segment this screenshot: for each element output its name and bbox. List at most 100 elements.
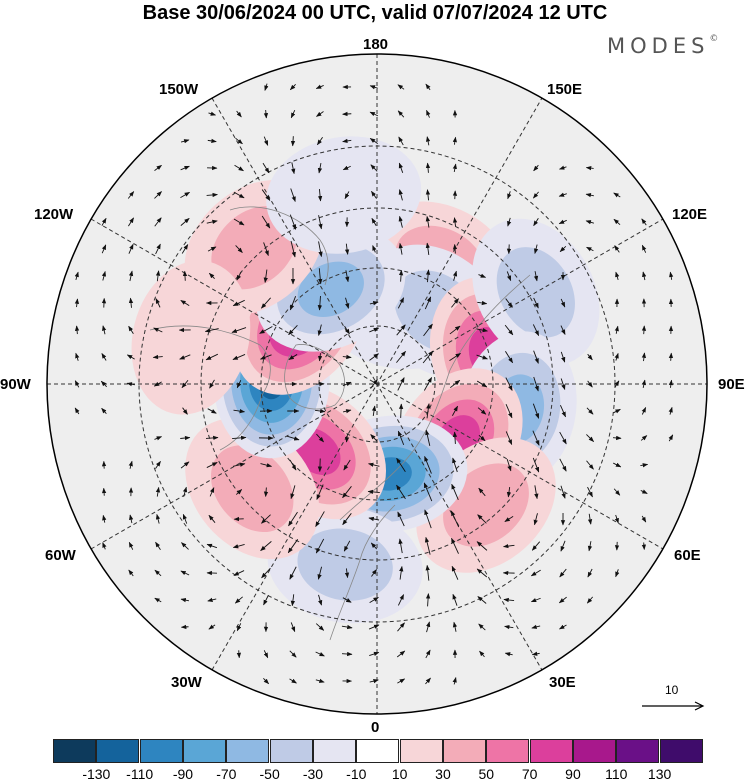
wind-vector xyxy=(425,242,430,255)
wind-vector xyxy=(533,297,539,309)
wind-vector xyxy=(235,489,243,495)
wind-vector xyxy=(641,379,646,388)
wind-vector xyxy=(613,488,621,496)
canada-coast xyxy=(149,325,271,451)
wind-vector xyxy=(342,409,352,414)
colorbar-tick-label: 130 xyxy=(647,766,672,782)
wind-vector xyxy=(344,191,350,200)
wind-vector xyxy=(369,85,378,90)
wind-vector xyxy=(425,83,431,91)
wind-vector xyxy=(478,273,487,278)
wind-vector xyxy=(452,621,458,632)
wind-vector xyxy=(233,570,245,576)
wind-vector xyxy=(286,435,300,441)
wind-vector xyxy=(559,624,567,630)
wind-vector xyxy=(128,325,134,335)
wind-vector xyxy=(452,270,458,281)
wind-vector xyxy=(477,596,487,604)
wind-vector xyxy=(369,301,379,306)
wind-vector xyxy=(668,434,674,442)
wind-vector xyxy=(315,84,324,89)
colorbar-swatch xyxy=(182,739,226,763)
lon-label-30e: 30E xyxy=(549,674,576,691)
wind-vector xyxy=(235,245,243,254)
wind-vector xyxy=(102,514,107,523)
wind-vector xyxy=(290,188,296,203)
wind-vector xyxy=(426,109,431,118)
colorbar-tick-label: -90 xyxy=(172,766,194,782)
wind-vector xyxy=(153,327,163,333)
wind-vector xyxy=(181,379,189,389)
wind-vector xyxy=(180,191,191,199)
wind-vector xyxy=(369,651,380,657)
wind-vector xyxy=(232,299,245,307)
wind-vector xyxy=(397,430,405,446)
wind-vector xyxy=(397,678,406,684)
wind-vector xyxy=(641,407,647,415)
wind-vector xyxy=(342,486,352,499)
wind-vector xyxy=(371,217,377,226)
wind-vector xyxy=(668,352,674,361)
wind-vector xyxy=(233,408,246,414)
wind-vector xyxy=(423,323,433,337)
map-title: Base 30/06/2024 00 UTC, valid 07/07/2024… xyxy=(142,2,608,24)
wind-vector xyxy=(263,109,269,119)
wind-vector xyxy=(504,652,513,657)
colorbar-swatch xyxy=(96,739,140,763)
wind-vector xyxy=(613,218,621,226)
wind-vector xyxy=(560,378,566,391)
wind-vector xyxy=(424,296,432,310)
lon-label-150w: 150W xyxy=(159,81,199,98)
wind-vector xyxy=(318,268,323,285)
wind-vector xyxy=(532,324,540,337)
wind-vector xyxy=(641,542,647,551)
wind-vector xyxy=(478,434,486,442)
wind-vector xyxy=(206,219,218,225)
wind-vector xyxy=(614,352,619,361)
wind-vector xyxy=(126,354,135,360)
europe-coast xyxy=(329,504,396,641)
colorbar-tick-label: 110 xyxy=(605,766,628,782)
lon-label-30w: 30W xyxy=(171,674,202,691)
wind-vector xyxy=(260,541,272,551)
wind-vector xyxy=(206,192,218,198)
wind-vector xyxy=(315,538,325,554)
colorbar-swatch xyxy=(529,739,573,763)
wind-vector xyxy=(207,246,217,252)
wind-vector xyxy=(128,569,134,577)
wind-vector xyxy=(371,190,377,199)
wind-vector xyxy=(315,623,325,631)
wind-vector xyxy=(233,462,246,467)
wind-vector xyxy=(370,542,378,550)
wind-vector xyxy=(180,435,191,441)
wind-vector xyxy=(209,487,215,497)
wind-vector xyxy=(341,651,353,657)
wind-vector xyxy=(425,564,430,581)
wind-vector xyxy=(478,623,486,631)
wind-vector xyxy=(424,536,431,555)
colorbar-tick-label: -10 xyxy=(346,766,367,782)
wind-vector xyxy=(398,162,404,173)
wind-vector xyxy=(559,568,567,578)
wind-vector xyxy=(342,597,352,603)
wind-vector xyxy=(368,624,380,630)
wind-vector xyxy=(452,163,457,173)
wind-vector xyxy=(504,324,514,336)
wind-vector xyxy=(236,380,242,389)
wind-vector xyxy=(342,138,352,144)
brand-mark: © xyxy=(709,34,719,44)
wind-vector xyxy=(449,379,461,389)
wind-vector xyxy=(585,193,594,198)
wind-vector xyxy=(315,651,325,657)
wind-vector xyxy=(534,485,539,500)
wind-vector xyxy=(154,217,162,227)
lon-label-90e: 90E xyxy=(718,376,745,393)
wind-vector xyxy=(204,328,219,333)
wind-vector xyxy=(263,136,269,146)
wind-vector xyxy=(587,486,593,498)
wind-vector xyxy=(290,110,296,119)
wind-vector xyxy=(560,485,566,499)
anomaly-contour xyxy=(266,136,422,254)
colorbar-tick-label: -70 xyxy=(216,766,237,782)
